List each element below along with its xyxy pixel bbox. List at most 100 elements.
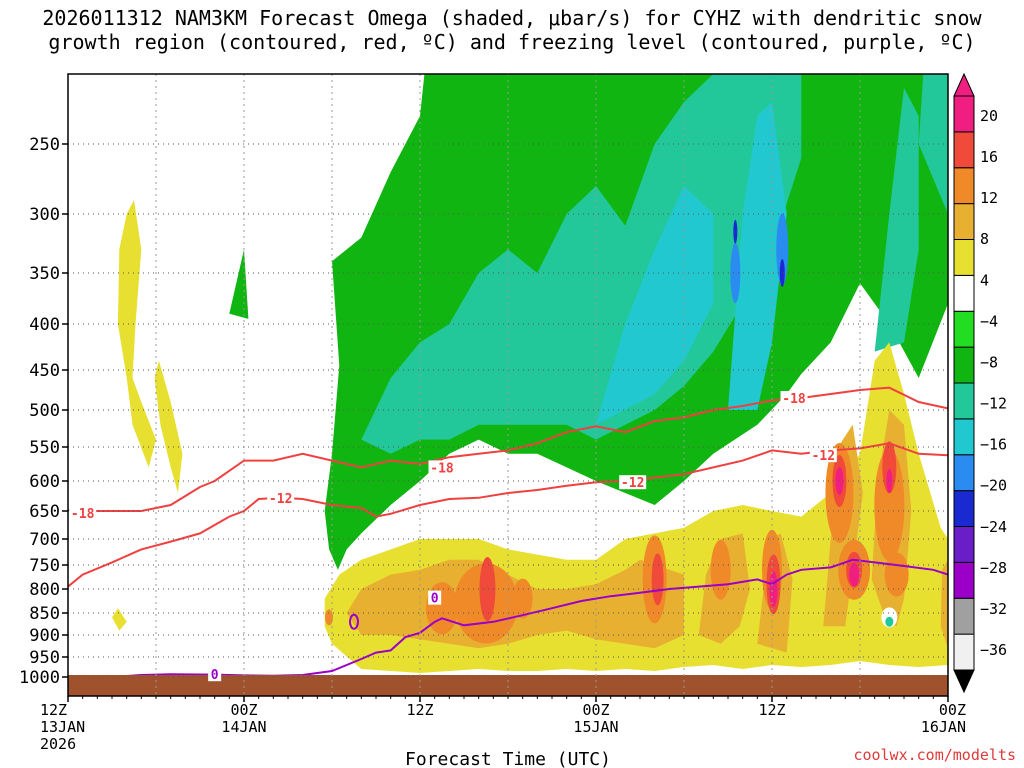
y-tick-label: 600 xyxy=(29,472,60,492)
omega-descent-core xyxy=(849,562,860,587)
omega-descent-core xyxy=(479,557,496,621)
colorbar-segment xyxy=(953,633,975,671)
y-tick-label: 800 xyxy=(29,580,60,600)
plot-area: -18 -18 -12 -12 -18 -12 0 0 xyxy=(68,74,948,696)
colorbar-segment xyxy=(953,454,975,492)
omega-descent-core xyxy=(710,539,731,600)
colorbar-tick-label: 8 xyxy=(980,230,989,248)
contour-label-bg xyxy=(809,448,837,463)
chart-title-line-1: 2026011312 NAM3KM Forecast Omega (shaded… xyxy=(42,6,982,30)
colorbar-segment xyxy=(953,561,975,599)
freezing-contour-label: 0 xyxy=(431,592,439,607)
x-tick-label: 14JAN xyxy=(221,718,266,736)
y-tick-label: 250 xyxy=(29,135,60,155)
omega-ascent-core xyxy=(776,213,789,286)
y-tick-label: 300 xyxy=(29,205,60,225)
colorbar-segment xyxy=(953,167,975,205)
x-tick-label: 00Z xyxy=(230,701,257,719)
freezing-contour-label: 0 xyxy=(211,668,219,683)
omega-descent-core xyxy=(426,582,458,635)
y-tick-label: 400 xyxy=(29,315,60,335)
omega-ascent-core xyxy=(730,243,741,303)
x-tick-label: 00Z xyxy=(939,701,966,719)
source-watermark[interactable]: coolwx.com/modelts xyxy=(853,746,1016,764)
dendritic-contour-label: -18 xyxy=(430,461,454,476)
colorbar-tick-label: −24 xyxy=(980,518,1007,536)
y-tick-label: 850 xyxy=(29,604,60,624)
colorbar-tick-label: −12 xyxy=(980,395,1007,413)
contour-label-bg xyxy=(428,460,456,475)
omega-descent-region xyxy=(940,559,948,649)
y-tick-label: 650 xyxy=(29,502,60,522)
y-tick-label: 450 xyxy=(29,361,60,381)
y-tick-label: 550 xyxy=(29,438,60,458)
x-tick-label: 12Z xyxy=(40,701,67,719)
dendritic-contour-label: -18 xyxy=(782,392,806,407)
colorbar-segment xyxy=(953,95,975,133)
dendritic-contour-label: -12 xyxy=(812,449,835,464)
omega-descent-region xyxy=(154,360,183,493)
colorbar-tick-label: 4 xyxy=(980,271,989,289)
colorbar-segment xyxy=(953,526,975,563)
contour-label-bg xyxy=(780,391,808,405)
freezing-level-closed-contour xyxy=(349,613,359,630)
omega-ascent-core xyxy=(733,219,738,244)
dendritic-contour-label: -12 xyxy=(269,492,292,507)
omega-descent-region xyxy=(112,608,127,631)
contour-label-bg xyxy=(208,667,222,682)
omega-descent-region xyxy=(117,200,156,468)
omega-ascent-core xyxy=(885,616,894,627)
x-axis-label: Forecast Time (UTC) xyxy=(405,749,611,768)
x-tick-label: 2026 xyxy=(40,735,76,753)
omega-descent-core xyxy=(512,578,533,619)
dendritic-contour-label: -18 xyxy=(71,507,95,522)
omega-ascent-core xyxy=(779,259,785,287)
contour-label-bg xyxy=(619,475,647,490)
colorbar-tick-label: −4 xyxy=(980,312,998,330)
omega-descent-core xyxy=(886,469,893,493)
colorbar-segment xyxy=(953,239,975,276)
contour-label-bg xyxy=(428,590,442,605)
y-tick-label: 500 xyxy=(29,401,60,421)
colorbar-segment xyxy=(953,346,975,384)
colorbar-segment xyxy=(953,597,975,635)
contour-label-bg xyxy=(69,506,97,521)
colorbar-bottom-arrow xyxy=(953,669,975,694)
colorbar-tick-label: −20 xyxy=(980,477,1007,495)
colorbar-segment xyxy=(953,310,975,348)
x-tick-label: 12Z xyxy=(758,701,785,719)
colorbar-tick-label: 20 xyxy=(980,107,998,125)
omega-descent-core xyxy=(325,609,334,626)
colorbar-tick-label: −16 xyxy=(980,436,1007,454)
colorbar-tick-label: −28 xyxy=(980,559,1007,577)
omega-descent-core xyxy=(835,467,844,495)
y-tick-label: 1000 xyxy=(19,668,60,688)
omega-descent-core xyxy=(882,441,897,494)
colorbar-tick-label: 16 xyxy=(980,148,998,166)
chart-title-line-2: growth region (contoured, red, ºC) and f… xyxy=(48,30,976,54)
colorbar-tick-label: 12 xyxy=(980,189,998,207)
contour-label-bg xyxy=(267,490,295,505)
colorbar-segment xyxy=(953,418,975,456)
x-tick-label: 16JAN xyxy=(921,718,966,736)
x-tick-label: 13JAN xyxy=(40,718,85,736)
y-tick-label: 950 xyxy=(29,648,60,668)
terrain-ground-fill xyxy=(68,675,948,696)
colorbar-segment xyxy=(953,382,975,420)
omega-ascent-region xyxy=(874,88,919,352)
colorbar-tick-label: −36 xyxy=(980,641,1007,659)
omega-ascent-region xyxy=(229,249,249,319)
colorbar-segment xyxy=(953,203,975,240)
dendritic-contour-minus-12 xyxy=(68,442,948,588)
colorbar-segment xyxy=(953,274,975,312)
y-tick-label: 350 xyxy=(29,264,60,284)
colorbar-tick-label: −8 xyxy=(980,353,998,371)
omega-descent-core xyxy=(651,553,664,606)
omega-ascent-region xyxy=(596,186,714,425)
y-tick-label: 700 xyxy=(29,530,60,550)
y-tick-label: 900 xyxy=(29,626,60,646)
colorbar-tick-label: −32 xyxy=(980,600,1007,618)
colorbar-segment xyxy=(953,131,975,169)
y-tick-label: 750 xyxy=(29,556,60,576)
